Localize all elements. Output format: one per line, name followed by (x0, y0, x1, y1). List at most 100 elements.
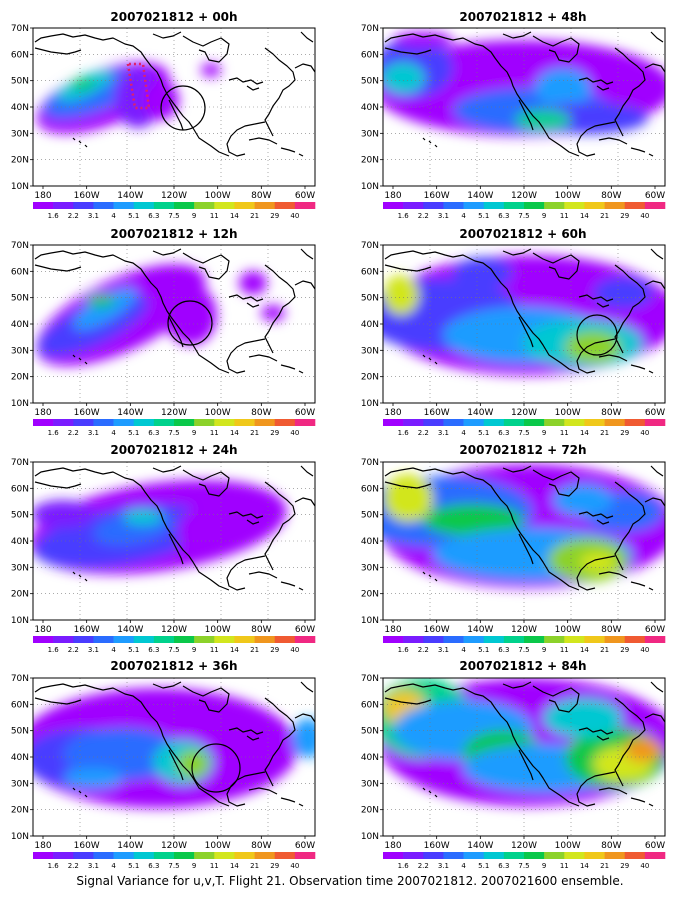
colorbar-swatch (234, 202, 255, 209)
lon-tick-label: 120W (511, 625, 537, 635)
variance-field (33, 688, 315, 808)
variance-blob (535, 68, 591, 108)
lat-tick-label: 10N (11, 399, 29, 409)
colorbar-label: 4 (111, 862, 116, 870)
colorbar-swatch (93, 202, 114, 209)
colorbar-swatch (174, 636, 195, 643)
variance-blob (71, 79, 95, 89)
colorbar-swatch (463, 636, 485, 643)
panel-title: 2007021812 + 36h (110, 659, 237, 673)
panel-title: 2007021812 + 00h (110, 10, 237, 24)
variance-map-panel-60h: 10N 20N 30N 40N 50N 60N 70N 180 160W 140W 120W 100W… (361, 241, 666, 437)
lon-tick-label: 80W (601, 625, 621, 635)
colorbar: 1.6 2.2 3.1 4 5.1 6.3 7.5 9 11 14 21 29 40 (33, 202, 316, 220)
lon-tick-label: 100W (555, 191, 581, 201)
lon-tick-label: 100W (555, 625, 581, 635)
colorbar-label: 11 (210, 429, 219, 437)
colorbar-label: 40 (290, 429, 299, 437)
colorbar-swatch (194, 419, 215, 426)
colorbar-label: 5.1 (128, 646, 139, 654)
lon-tick-label: 80W (601, 841, 621, 851)
colorbar-label: 40 (640, 862, 649, 870)
variance-map-panel-72h: 10N 20N 30N 40N 50N 60N 70N 180 160W 140W 120W 100W… (361, 458, 666, 654)
colorbar-swatch (254, 636, 276, 643)
colorbar-label: 29 (270, 429, 279, 437)
colorbar-swatch (33, 202, 54, 209)
colorbar-label: 4 (461, 646, 466, 654)
colorbar-swatch (383, 636, 404, 643)
lat-tick-label: 40N (361, 103, 379, 113)
colorbar-swatch (483, 419, 505, 426)
colorbar-swatch (254, 852, 276, 859)
colorbar-swatch (153, 419, 175, 426)
lat-tick-label: 40N (361, 537, 379, 547)
colorbar-label: 11 (210, 646, 219, 654)
colorbar-swatch (113, 636, 135, 643)
colorbar-swatch (644, 852, 666, 859)
colorbar-label: 5.1 (478, 429, 489, 437)
colorbar-label: 6.3 (148, 212, 159, 220)
lon-tick-label: 160W (74, 841, 100, 851)
colorbar-swatch (544, 419, 565, 426)
lon-tick-label: 180 (34, 191, 51, 201)
lon-tick-label: 120W (161, 841, 187, 851)
colorbar-label: 21 (600, 646, 609, 654)
lat-tick-label: 50N (361, 77, 379, 87)
lat-tick-label: 60N (361, 50, 379, 60)
lon-tick-label: 120W (161, 191, 187, 201)
colorbar-label: 11 (560, 646, 569, 654)
colorbar-label: 5.1 (128, 212, 139, 220)
colorbar-label: 29 (620, 212, 629, 220)
colorbar-swatch (113, 202, 135, 209)
colorbar-label: 14 (580, 429, 589, 437)
lon-tick-label: 180 (384, 625, 401, 635)
colorbar-label: 11 (210, 212, 219, 220)
colorbar-swatch (644, 419, 666, 426)
colorbar-label: 7.5 (168, 862, 179, 870)
colorbar-label: 21 (600, 862, 609, 870)
lon-tick-label: 80W (601, 191, 621, 201)
colorbar-swatch (423, 202, 444, 209)
colorbar-swatch (113, 419, 135, 426)
colorbar-swatch (503, 419, 525, 426)
lat-tick-label: 40N (361, 753, 379, 763)
colorbar-swatch (644, 202, 666, 209)
colorbar-label: 14 (580, 862, 589, 870)
lat-tick-label: 70N (361, 241, 379, 251)
variance-blob (33, 500, 95, 528)
colorbar-label: 7.5 (168, 646, 179, 654)
panel-title: 2007021812 + 24h (110, 443, 237, 457)
lat-tick-label: 20N (11, 156, 29, 166)
lat-tick-label: 70N (361, 458, 379, 468)
lat-tick-label: 10N (361, 616, 379, 626)
colorbar-swatch (194, 202, 215, 209)
colorbar-label: 9 (192, 862, 196, 870)
colorbar-label: 11 (560, 212, 569, 220)
variance-blob (383, 62, 425, 94)
lon-tick-label: 100W (205, 191, 231, 201)
lat-tick-label: 30N (361, 129, 379, 139)
colorbar-label: 3.1 (88, 862, 99, 870)
colorbar-swatch (214, 636, 235, 643)
colorbar-swatch (73, 636, 94, 643)
colorbar-label: 40 (640, 429, 649, 437)
variance-map-panel-36h: 10N 20N 30N 40N 50N 60N 70N 180 160W 140W 120W 100W… (11, 674, 316, 870)
colorbar-label: 14 (230, 862, 239, 870)
colorbar-swatch (483, 202, 505, 209)
colorbar-label: 9 (192, 429, 196, 437)
lat-tick-label: 20N (361, 373, 379, 383)
lat-tick-label: 40N (11, 320, 29, 330)
colorbar-label: 9 (542, 862, 546, 870)
colorbar-swatch (153, 636, 175, 643)
target-circle (191, 743, 241, 793)
colorbar-label: 1.6 (48, 212, 60, 220)
lat-tick-label: 20N (361, 590, 379, 600)
lat-tick-label: 30N (11, 779, 29, 789)
lon-tick-label: 80W (251, 191, 271, 201)
colorbar-swatch (133, 202, 155, 209)
variance-blob (515, 110, 571, 130)
colorbar-swatch (524, 419, 545, 426)
colorbar-label: 29 (270, 212, 279, 220)
variance-blob (73, 288, 137, 330)
